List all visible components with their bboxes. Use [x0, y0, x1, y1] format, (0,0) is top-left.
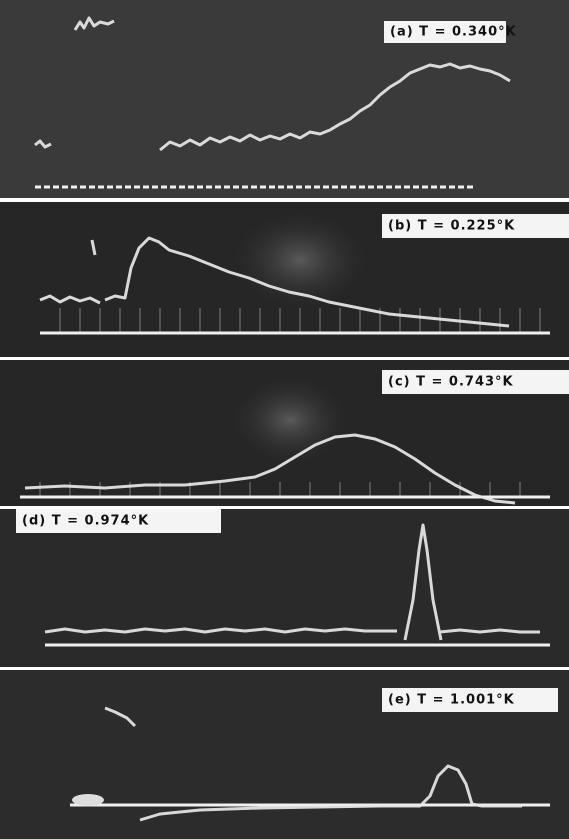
- label-box: [384, 21, 506, 43]
- panel-d-bg: [0, 509, 569, 667]
- trace: [34, 62, 511, 152]
- panel-label: (d) T = 0.974°K: [22, 514, 149, 529]
- glow: [230, 375, 350, 465]
- trace: [44, 627, 397, 634]
- trace: [39, 236, 510, 328]
- trace: [24, 433, 516, 505]
- trace: [403, 523, 540, 641]
- label-box: [382, 370, 569, 394]
- trace: [139, 764, 522, 822]
- tick-marks: [39, 482, 521, 497]
- label-box: [382, 214, 569, 238]
- trace: [104, 706, 137, 728]
- panel-label: (b) T = 0.225°K: [388, 219, 515, 234]
- label-box: [382, 688, 558, 712]
- panel-label: (c) T = 0.743°K: [388, 375, 514, 390]
- blob: [72, 794, 104, 806]
- panel-label: (a) T = 0.340°K: [390, 25, 517, 40]
- label-box: [16, 509, 221, 533]
- trace: [73, 16, 115, 31]
- panel-label: (e) T = 1.001°K: [388, 693, 515, 708]
